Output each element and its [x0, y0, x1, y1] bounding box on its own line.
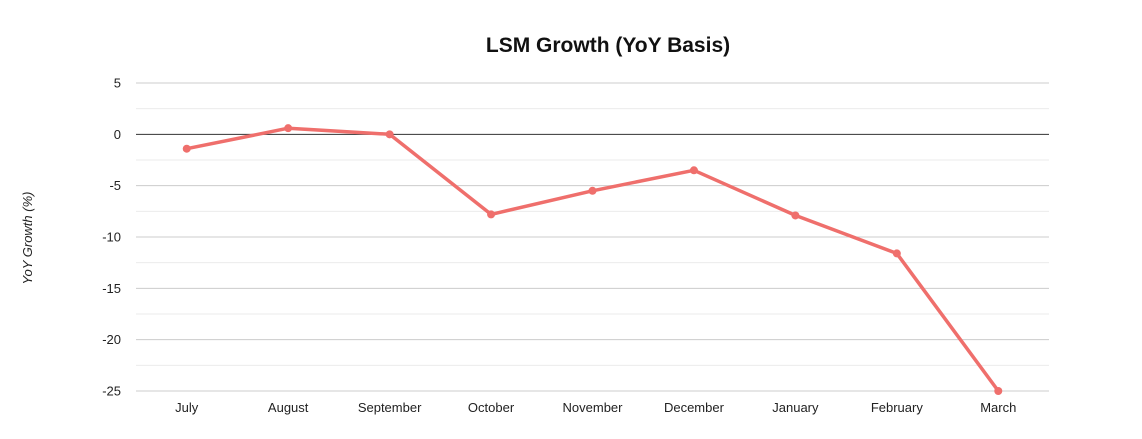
x-tick-label: August [268, 400, 309, 415]
data-point[interactable] [994, 387, 1003, 395]
data-point[interactable] [182, 144, 191, 153]
x-tick-label: January [772, 400, 819, 415]
y-axis-label: YoY Growth (%) [20, 192, 35, 285]
y-tick-label: -5 [109, 178, 121, 193]
data-point[interactable] [689, 166, 698, 175]
x-tick-label: February [871, 400, 924, 415]
y-tick-label: 5 [114, 76, 121, 91]
x-tick-label: September [358, 400, 422, 415]
series-line [184, 126, 1001, 393]
x-tick-label: December [664, 400, 725, 415]
x-axis-ticks: July August September October November Decemb… [175, 400, 1016, 415]
data-point[interactable] [588, 186, 597, 195]
data-point[interactable] [791, 211, 800, 220]
gridlines [136, 82, 1049, 392]
x-tick-label: July [175, 400, 199, 415]
series-group [182, 124, 1003, 395]
chart-title: LSM Growth (YoY Basis) [486, 34, 730, 57]
x-tick-label: November [563, 400, 624, 415]
x-tick-label: October [468, 400, 515, 415]
data-point[interactable] [892, 249, 901, 258]
y-tick-label: -15 [102, 281, 121, 296]
data-point[interactable] [385, 130, 394, 139]
data-point[interactable] [284, 124, 293, 133]
y-tick-label: -10 [102, 230, 121, 245]
y-tick-label: 0 [114, 127, 121, 142]
data-point[interactable] [487, 210, 496, 219]
x-tick-label: March [980, 400, 1016, 415]
y-tick-label: -25 [102, 384, 121, 399]
y-tick-label: -20 [102, 332, 121, 347]
y-axis-ticks: 5 0 -5 -10 -15 -20 -25 [102, 76, 121, 399]
